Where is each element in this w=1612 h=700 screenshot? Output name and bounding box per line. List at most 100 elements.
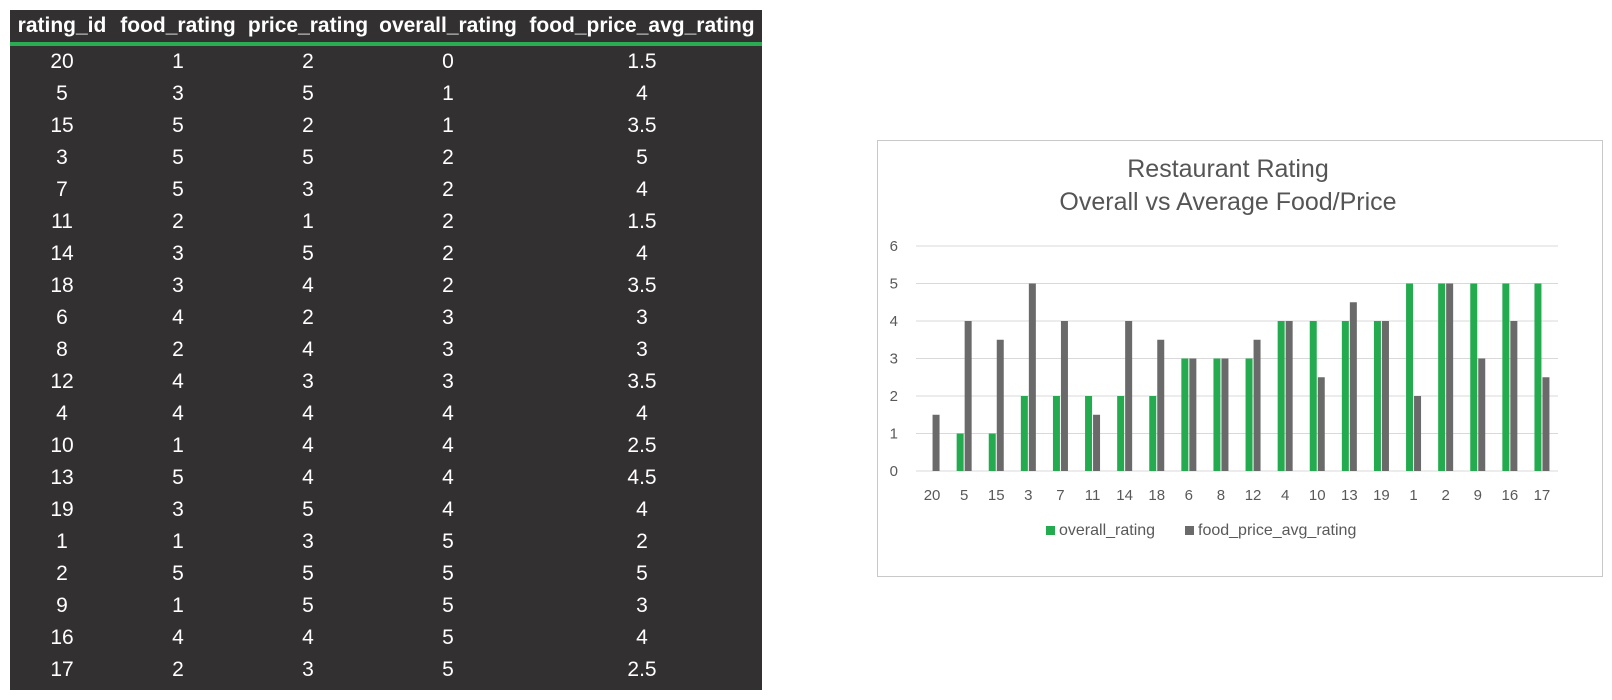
bar-overall-rating-8 xyxy=(1213,359,1220,472)
table-row: 8 2 4 3 3 xyxy=(10,334,762,366)
x-tick-label: 3 xyxy=(1024,487,1032,504)
bar-overall-rating-17 xyxy=(1534,284,1541,472)
table-cell: 17 xyxy=(10,654,114,686)
table-row: 13 5 4 4 4.5 xyxy=(10,462,762,494)
data-table-panel: rating_id food_rating price_rating overall_… xyxy=(10,10,762,690)
table-cell: 4 xyxy=(242,462,374,494)
table-cell: 4 xyxy=(10,398,114,430)
table-row: 11 2 1 2 1.5 xyxy=(10,206,762,238)
table-cell: 5 xyxy=(374,526,522,558)
table-cell: 2 xyxy=(374,142,522,174)
table-cell: 4 xyxy=(522,174,762,206)
bar-overall-rating-10 xyxy=(1310,321,1317,471)
table-row: 5 3 5 1 4 xyxy=(10,78,762,110)
table-cell: 2 xyxy=(374,238,522,270)
x-tick-label: 13 xyxy=(1341,487,1358,504)
legend: overall_rating food_price_avg_rating xyxy=(1046,522,1356,539)
bar-food-price-avg-rating-12 xyxy=(1254,340,1261,471)
table-cell: 2 xyxy=(10,558,114,590)
table-cell: 2 xyxy=(114,654,242,686)
bar-food-price-avg-rating-10 xyxy=(1318,377,1325,471)
table-row: 1 1 3 5 2 xyxy=(10,526,762,558)
table-row: 4 4 4 4 4 xyxy=(10,398,762,430)
table-cell: 5 xyxy=(374,622,522,654)
bar-food-price-avg-rating-5 xyxy=(965,321,972,471)
bar-food-price-avg-rating-20 xyxy=(933,415,940,471)
table-cell: 3 xyxy=(114,238,242,270)
table-cell: 5 xyxy=(114,558,242,590)
x-tick-label: 2 xyxy=(1441,487,1449,504)
bar-food-price-avg-rating-14 xyxy=(1125,321,1132,471)
table-cell: 2 xyxy=(374,270,522,302)
table-row: 7 5 3 2 4 xyxy=(10,174,762,206)
table-cell: 1 xyxy=(114,430,242,462)
x-tick-label: 12 xyxy=(1245,487,1262,504)
bar-overall-rating-18 xyxy=(1149,396,1156,471)
table-row: 17 2 3 5 2.5 xyxy=(10,654,762,686)
table-row: 6 4 2 3 3 xyxy=(10,302,762,334)
table-cell: 4 xyxy=(242,430,374,462)
table-cell: 8 xyxy=(10,334,114,366)
bar-overall-rating-2 xyxy=(1438,284,1445,472)
table-cell: 5 xyxy=(242,78,374,110)
chart-title-line-2: Overall vs Average Food/Price xyxy=(1059,188,1396,216)
bar-food-price-avg-rating-16 xyxy=(1510,321,1517,471)
bar-overall-rating-1 xyxy=(1406,284,1413,472)
table-cell: 18 xyxy=(10,270,114,302)
table-cell: 4 xyxy=(242,334,374,366)
y-tick-label: 6 xyxy=(890,238,898,255)
column-header-price-rating: price_rating xyxy=(242,10,374,44)
bar-food-price-avg-rating-18 xyxy=(1157,340,1164,471)
table-cell: 1 xyxy=(374,78,522,110)
x-tick-label: 18 xyxy=(1148,487,1165,504)
column-header-rating-id: rating_id xyxy=(10,10,114,44)
table-cell: 5 xyxy=(114,462,242,494)
table-cell: 3 xyxy=(374,302,522,334)
table-cell: 5 xyxy=(114,110,242,142)
column-header-food-rating: food_rating xyxy=(114,10,242,44)
table-cell: 3 xyxy=(114,270,242,302)
x-tick-label: 9 xyxy=(1474,487,1482,504)
table-cell: 19 xyxy=(10,494,114,526)
table-cell: 1 xyxy=(114,590,242,622)
table-cell: 3.5 xyxy=(522,110,762,142)
table-cell: 2 xyxy=(242,302,374,334)
table-body: 20 1 2 0 1.5 5 3 5 1 4 15 5 2 1 3.5 3 5 5 2 5 7 5 3 2 4 11 2 1 2 1.5 1… xyxy=(10,44,762,686)
table-cell: 2 xyxy=(374,174,522,206)
table-cell: 1 xyxy=(374,110,522,142)
table-cell: 11 xyxy=(10,206,114,238)
y-tick-label: 5 xyxy=(890,276,898,293)
y-tick-label: 4 xyxy=(890,313,898,330)
table-cell: 4 xyxy=(114,398,242,430)
legend-swatch-avg xyxy=(1185,526,1194,535)
ratings-table: rating_id food_rating price_rating overall_… xyxy=(10,10,762,686)
table-cell: 2 xyxy=(114,206,242,238)
table-cell: 2 xyxy=(522,526,762,558)
bar-food-price-avg-rating-19 xyxy=(1382,321,1389,471)
table-cell: 7 xyxy=(10,174,114,206)
table-cell: 4 xyxy=(374,494,522,526)
x-tick-label: 19 xyxy=(1373,487,1390,504)
table-cell: 4 xyxy=(522,238,762,270)
table-cell: 1 xyxy=(114,526,242,558)
legend-label-overall: overall_rating xyxy=(1059,522,1155,539)
table-cell: 4 xyxy=(242,622,374,654)
table-cell: 3.5 xyxy=(522,270,762,302)
y-tick-label: 0 xyxy=(890,463,898,480)
table-cell: 4 xyxy=(114,366,242,398)
table-cell: 3 xyxy=(522,334,762,366)
table-cell: 2.5 xyxy=(522,430,762,462)
column-header-overall-rating: overall_rating xyxy=(374,10,522,44)
table-cell: 5 xyxy=(10,78,114,110)
table-cell: 3 xyxy=(114,78,242,110)
y-tick-label: 3 xyxy=(890,351,898,368)
bar-food-price-avg-rating-9 xyxy=(1478,359,1485,472)
table-cell: 5 xyxy=(374,654,522,686)
table-cell: 3 xyxy=(10,142,114,174)
table-cell: 4 xyxy=(242,398,374,430)
table-cell: 1 xyxy=(242,206,374,238)
chart-area[interactable]: Restaurant Rating Overall vs Average Foo… xyxy=(877,140,1603,577)
table-row: 18 3 4 2 3.5 xyxy=(10,270,762,302)
table-cell: 3 xyxy=(374,366,522,398)
table-cell: 3 xyxy=(114,494,242,526)
